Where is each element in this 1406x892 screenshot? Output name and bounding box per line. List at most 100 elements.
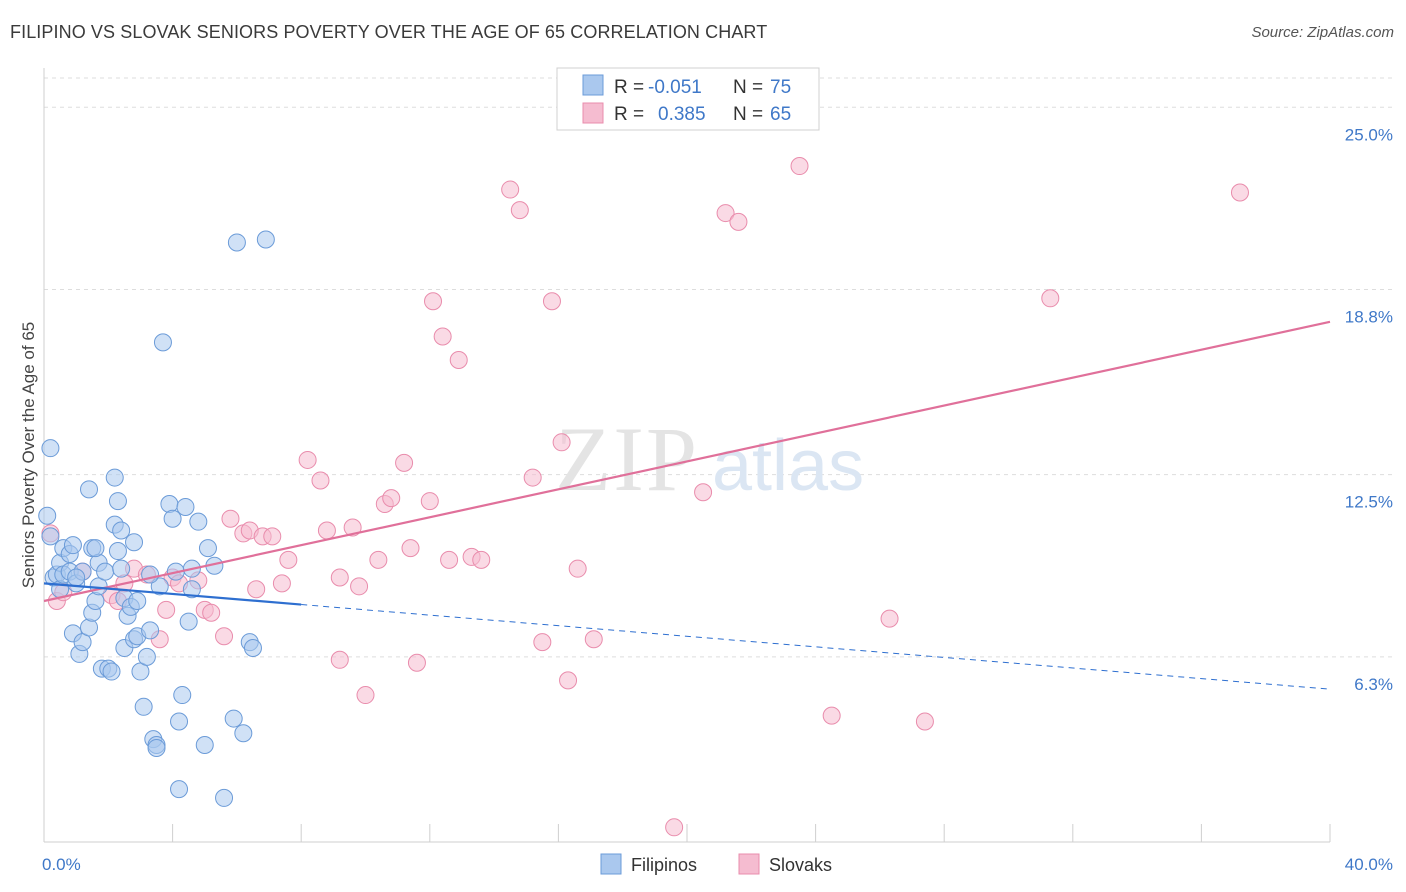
filipino-point-1 [41, 527, 60, 546]
slovak-point-20 [247, 580, 266, 599]
slovak-point-64 [330, 568, 349, 587]
legend-r-value-2: 0.385 [658, 104, 706, 125]
slovak-point-28 [330, 650, 349, 669]
filipino-point-32 [112, 521, 131, 540]
slovak-point-24 [279, 550, 298, 569]
slovak-point-10 [157, 600, 176, 619]
slovak-point-50 [559, 671, 578, 690]
x-tick-label-0: 0.0% [42, 855, 81, 874]
filipino-point-56 [176, 497, 195, 516]
filipino-point-71 [112, 559, 131, 578]
legend-r-value-1: -0.051 [648, 77, 702, 98]
filipino-point-62 [198, 539, 217, 558]
slovak-point-32 [369, 550, 388, 569]
filipino-point-65 [224, 709, 243, 728]
filipino-point-51 [163, 509, 182, 528]
slovak-point-62 [1230, 183, 1249, 202]
slovak-point-40 [440, 550, 459, 569]
series-slovaks [41, 157, 1249, 837]
y-tick-label-0: 6.3% [1354, 675, 1393, 694]
legend-n-label-1: N = [733, 77, 763, 98]
slovak-point-56 [729, 212, 748, 231]
filipino-point-43 [137, 647, 156, 666]
bottom-legend-slovaks: Slovaks [769, 855, 832, 875]
slovak-point-47 [533, 633, 552, 652]
slovak-point-25 [298, 450, 317, 469]
filipino-point-55 [173, 686, 192, 705]
slovak-point-26 [311, 471, 330, 490]
slovak-point-61 [1041, 289, 1060, 308]
filipino-point-18 [80, 480, 99, 499]
trend-lines [43, 320, 1331, 690]
slovak-point-53 [665, 818, 684, 837]
slovak-point-48 [542, 292, 561, 311]
filipino-point-39 [128, 592, 147, 611]
slovak-point-51 [568, 559, 587, 578]
filipino-point-53 [170, 780, 189, 799]
filipino-point-31 [108, 542, 127, 561]
filipino-point-57 [179, 612, 198, 631]
filipino-point-73 [141, 565, 160, 584]
slovak-point-55 [716, 204, 735, 223]
slovak-point-29 [343, 518, 362, 537]
bottom-legend-swatch-filipinos [600, 853, 622, 875]
y-axis-label: Seniors Poverty Over the Age of 65 [19, 322, 38, 588]
chart-source: Source: ZipAtlas.com [1251, 24, 1394, 41]
legend-r-label-2: R = [614, 104, 644, 125]
slovak-trend-line [43, 320, 1331, 603]
slovak-point-34 [382, 489, 401, 508]
slovak-point-38 [424, 292, 443, 311]
filipino-point-50 [160, 495, 179, 514]
legend-n-value-2: 65 [770, 104, 791, 125]
filipino-point-49 [153, 333, 172, 352]
gridlines [44, 77, 1394, 658]
series-filipinos [38, 230, 275, 807]
slovak-point-52 [584, 630, 603, 649]
filipino-point-42 [134, 697, 153, 716]
slovak-point-36 [401, 539, 420, 558]
filipino-trend-line [43, 582, 302, 606]
filipino-point-11 [63, 536, 82, 555]
legend-n-value-1: 75 [770, 77, 791, 98]
filipino-point-70 [256, 230, 275, 249]
slovak-point-16 [215, 627, 234, 646]
filipino-point-66 [227, 233, 246, 252]
y-tick-label-2: 18.8% [1345, 307, 1393, 326]
filipino-point-21 [86, 592, 105, 611]
filipino-point-17 [80, 618, 99, 637]
filipino-point-28 [105, 468, 124, 487]
watermark-atlas: atlas [712, 426, 864, 506]
series-legend: Filipinos Slovaks [600, 853, 832, 875]
slovak-point-37 [407, 653, 426, 672]
legend-swatch-slovaks [582, 102, 604, 124]
filipino-point-61 [195, 736, 214, 755]
legend-r-label-1: R = [614, 77, 644, 98]
watermark: ZIP atlas [555, 408, 864, 510]
filipino-point-48 [150, 577, 169, 596]
filipino-point-67 [234, 724, 253, 743]
filipino-point-64 [215, 788, 234, 807]
slovak-point-58 [822, 706, 841, 725]
slovak-point-30 [350, 577, 369, 596]
filipino-trend-line-extension [301, 604, 1331, 690]
filipino-point-25 [96, 562, 115, 581]
filipino-point-27 [102, 662, 121, 681]
y-tick-label-1: 12.5% [1345, 493, 1393, 512]
slovak-point-46 [523, 468, 542, 487]
slovak-point-44 [501, 180, 520, 199]
legend-swatch-filipinos [582, 74, 604, 96]
filipino-point-47 [147, 738, 166, 757]
slovak-point-35 [395, 453, 414, 472]
slovak-point-41 [449, 351, 468, 370]
filipino-point-72 [67, 568, 86, 587]
slovak-point-23 [272, 574, 291, 593]
axes [43, 68, 1331, 843]
slovak-point-27 [317, 521, 336, 540]
y-tick-label-3: 25.0% [1345, 125, 1393, 144]
filipino-point-69 [243, 639, 262, 658]
filipino-point-2 [41, 439, 60, 458]
filipino-point-37 [125, 533, 144, 552]
legend-n-label-2: N = [733, 104, 763, 125]
filipino-point-60 [189, 512, 208, 531]
